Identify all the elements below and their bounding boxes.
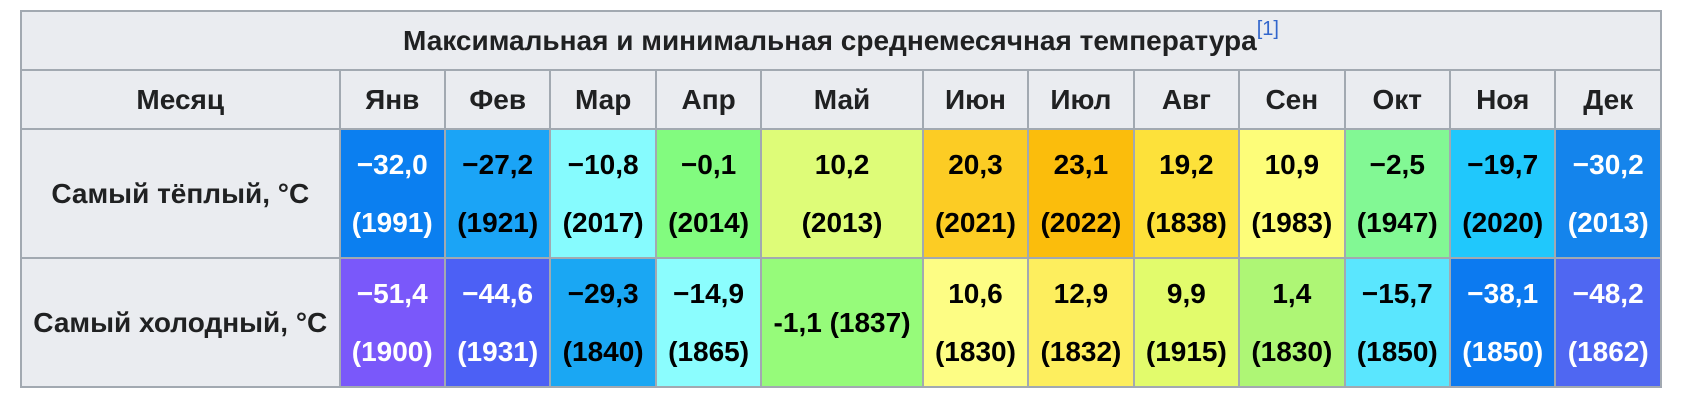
temperature-value: 10,6: [948, 277, 1003, 309]
temperature-value: −19,7: [1467, 148, 1539, 180]
record-year: (1862): [1567, 335, 1649, 367]
table-caption-text: Максимальная и минимальная среднемесячна…: [403, 24, 1257, 56]
temperature-value: −0,1: [680, 148, 737, 180]
month-header-11: Ноя: [1448, 69, 1557, 130]
temperature-cell: −44,6 (1931): [443, 257, 552, 388]
temperature-cell: −14,9 (1865): [654, 257, 763, 388]
record-year: (1830): [934, 335, 1016, 367]
record-year: (1832): [1040, 335, 1122, 367]
footnote-reference-link[interactable]: [1]: [1256, 18, 1279, 41]
climate-table-container: Максимальная и минимальная среднемесячна…: [20, 10, 1662, 388]
month-header-1: Янв: [338, 69, 446, 130]
month-header-row: Месяц Янв Фев Мар Апр Май Июн Июл Авг Сен Окт Ноя Д…: [20, 69, 1662, 130]
month-header-12: Дек: [1554, 69, 1662, 130]
temperature-cell: 23,1 (2022): [1027, 128, 1135, 259]
temperature-cell: 1,4 (1830): [1238, 257, 1346, 388]
temperature-cell: −30,2 (2013): [1554, 128, 1662, 259]
record-year: (2017): [562, 206, 644, 238]
temperature-cell: 10,6 (1830): [921, 257, 1030, 388]
month-header-8: Авг: [1132, 69, 1241, 130]
temperature-value: −32,0: [356, 148, 428, 180]
record-year: (1991): [351, 206, 433, 238]
record-year: (1947): [1356, 206, 1438, 238]
record-year: (1850): [1462, 335, 1544, 367]
temperature-value: −48,2: [1572, 277, 1644, 309]
temperature-cell: 20,3 (2021): [921, 128, 1030, 259]
record-year: (2022): [1040, 206, 1122, 238]
temperature-cell: −32,0 (1991): [338, 128, 446, 259]
temperature-cell: −48,2 (1862): [1554, 257, 1662, 388]
record-year: (2014): [668, 206, 750, 238]
temperature-value: 23,1: [1053, 148, 1109, 180]
temperature-cell: 9,9 (1915): [1132, 257, 1241, 388]
record-year: (1838): [1145, 206, 1227, 238]
record-year: (1850): [1356, 335, 1438, 367]
month-header-6: Июн: [921, 69, 1030, 130]
record-year: (1921): [457, 206, 539, 238]
temperature-value: 12,9: [1053, 277, 1109, 309]
temperature-value: −15,7: [1361, 277, 1433, 309]
temperature-value: 1,4: [1272, 277, 1312, 309]
record-year: (2020): [1462, 206, 1544, 238]
temperature-value: 20,3: [948, 148, 1003, 180]
record-year: (2021): [934, 206, 1016, 238]
record-year: (1931): [457, 335, 539, 367]
temperature-cell: −38,1 (1850): [1448, 257, 1557, 388]
month-header-3: Мар: [549, 69, 657, 130]
temperature-cell: −2,5 (1947): [1343, 128, 1452, 259]
month-header-7: Июл: [1027, 69, 1135, 130]
temperature-cell: 12,9 (1832): [1027, 257, 1135, 388]
record-year: (1915): [1145, 335, 1227, 367]
temperature-value: −44,6: [462, 277, 534, 309]
temperature-value: 19,2: [1159, 148, 1214, 180]
temperature-value: −14,9: [673, 277, 745, 309]
temperature-cell: −51,4 (1900): [338, 257, 446, 388]
warmest-row: Самый тёплый, °C −32,0 (1991) −27,2 (1921) −1…: [20, 128, 1662, 259]
temperature-value: -1,1 (1837): [773, 306, 911, 338]
temperature-value: 10,2: [814, 148, 870, 180]
temperature-value: −38,1: [1467, 277, 1539, 309]
table-caption: Максимальная и минимальная среднемесячна…: [20, 10, 1662, 71]
record-year: (1983): [1251, 206, 1333, 238]
temperature-cell: -1,1 (1837): [760, 257, 924, 388]
temperature-cell: 10,9 (1983): [1238, 128, 1346, 259]
temperature-value: −30,2: [1572, 148, 1644, 180]
temperature-value: −2,5: [1369, 148, 1425, 180]
temperature-cell: 10,2 (2013): [760, 128, 924, 259]
temperature-table: Максимальная и минимальная среднемесячна…: [20, 10, 1662, 388]
record-year: (2013): [1567, 206, 1649, 238]
record-year: (2013): [801, 206, 883, 238]
record-year: (1900): [351, 335, 433, 367]
temperature-value: 9,9: [1166, 277, 1206, 309]
month-column-header: Месяц: [20, 69, 341, 130]
temperature-cell: −19,7 (2020): [1448, 128, 1557, 259]
temperature-cell: −10,8 (2017): [549, 128, 657, 259]
temperature-value: 10,9: [1264, 148, 1320, 180]
record-year: (1865): [668, 335, 750, 367]
temperature-cell: −29,3 (1840): [549, 257, 657, 388]
month-header-9: Сен: [1238, 69, 1346, 130]
month-header-5: Май: [760, 69, 924, 130]
record-year: (1830): [1251, 335, 1333, 367]
temperature-cell: −0,1 (2014): [654, 128, 763, 259]
coldest-row: Самый холодный, °C −51,4 (1900) −44,6 (1931)…: [20, 257, 1662, 388]
record-year: (1840): [562, 335, 644, 367]
month-header-4: Апр: [654, 69, 763, 130]
temperature-cell: −27,2 (1921): [443, 128, 552, 259]
row-header: Самый тёплый, °C: [20, 128, 341, 259]
temperature-value: −27,2: [462, 148, 534, 180]
month-header-2: Фев: [443, 69, 552, 130]
row-header: Самый холодный, °C: [20, 257, 341, 388]
temperature-cell: 19,2 (1838): [1132, 128, 1241, 259]
temperature-value: −10,8: [567, 148, 639, 180]
temperature-cell: −15,7 (1850): [1343, 257, 1452, 388]
temperature-value: −29,3: [567, 277, 639, 309]
month-header-10: Окт: [1343, 69, 1452, 130]
temperature-value: −51,4: [356, 277, 428, 309]
